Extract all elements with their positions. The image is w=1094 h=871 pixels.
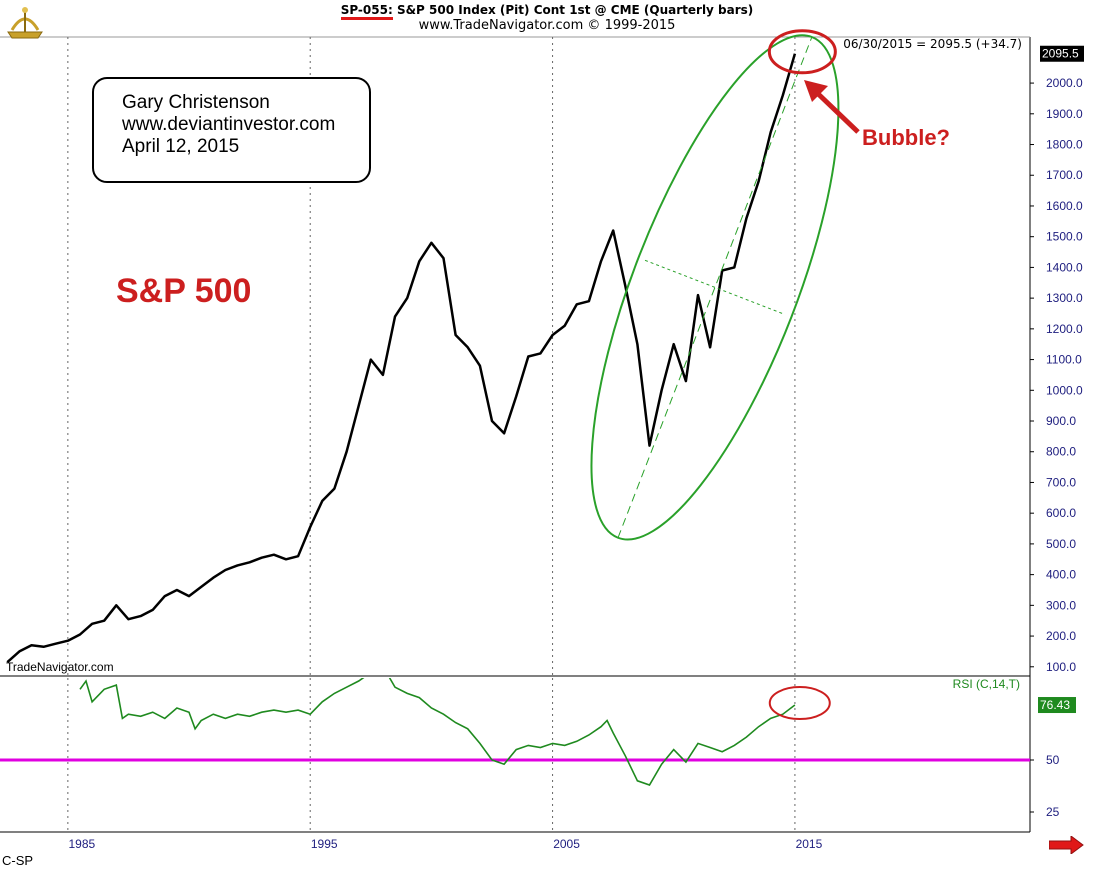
rsi-y-tick-label: 50 — [1046, 753, 1060, 767]
last-price-badge — [1040, 45, 1084, 62]
y-tick-label: 1700.0 — [1046, 168, 1083, 182]
y-tick-label: 300.0 — [1046, 598, 1076, 612]
bubble-arrow-shaft — [810, 86, 860, 134]
y-tick-label: 800.0 — [1046, 445, 1076, 459]
rsi-series-line — [79, 678, 796, 786]
chart-title: S&P 500 — [116, 272, 251, 310]
instrument-title: S&P 500 Index (Pit) Cont 1st @ CME (Quar… — [396, 3, 754, 17]
y-tick-label: 2000.0 — [1046, 76, 1083, 90]
chart-header-title: SP-055: S&P 500 Index (Pit) Cont 1st @ C… — [0, 3, 1094, 20]
last-bar-readout: 06/30/2015 = 2095.5 (+34.7) — [843, 37, 1022, 51]
y-tick-label: 500.0 — [1046, 537, 1076, 551]
rsi-last-label: 76.43 — [1040, 698, 1070, 712]
x-tick-label: 1985 — [69, 837, 96, 851]
price-series-line — [6, 53, 797, 664]
y-tick-label: 1500.0 — [1046, 230, 1083, 244]
y-tick-label: 1000.0 — [1046, 383, 1083, 397]
y-tick-label: 1600.0 — [1046, 199, 1083, 213]
last-price-label: 2095.5 — [1042, 47, 1079, 61]
sextant-logo-icon — [7, 7, 43, 39]
copyright-line: www.TradeNavigator.com © 1999-2015 — [418, 18, 676, 33]
y-tick-label: 900.0 — [1046, 414, 1076, 428]
bubble-annotation-label: Bubble? — [862, 125, 950, 150]
y-tick-label: 200.0 — [1046, 629, 1076, 643]
y-tick-label: 400.0 — [1046, 568, 1076, 582]
y-tick-label: 1800.0 — [1046, 138, 1083, 152]
y-tick-label: 1100.0 — [1046, 353, 1082, 367]
x-tick-label: 1995 — [311, 837, 338, 851]
rsi-highlight-circle — [768, 686, 831, 721]
watermark-text: TradeNavigator.com — [6, 660, 114, 674]
y-tick-label: 1200.0 — [1046, 322, 1083, 336]
y-tick-label: 100.0 — [1046, 660, 1076, 674]
y-tick-label: 1900.0 — [1046, 107, 1083, 121]
annotation-box — [92, 77, 371, 183]
ellipse-major-axis — [617, 36, 813, 538]
bubble-arrow-head — [804, 80, 828, 102]
y-tick-label: 1300.0 — [1046, 291, 1083, 305]
annotation-box-line: Gary Christenson — [122, 92, 270, 113]
bubble-highlight-circle — [767, 29, 837, 75]
rsi-y-tick-label: 25 — [1046, 805, 1060, 819]
rsi-series-label: RSI (C,14,T) — [953, 677, 1020, 691]
y-tick-label: 600.0 — [1046, 506, 1076, 520]
x-tick-label: 2015 — [796, 837, 823, 851]
x-tick-label: 2005 — [553, 837, 580, 851]
y-tick-label: 1400.0 — [1046, 260, 1083, 274]
y-tick-label: 700.0 — [1046, 475, 1076, 489]
scroll-right-arrow-icon[interactable] — [1049, 836, 1085, 854]
status-symbol: C-SP — [2, 853, 34, 868]
rsi-last-badge — [1038, 697, 1076, 714]
ellipse-minor-axis — [644, 259, 786, 315]
annotation-box-line: April 12, 2015 — [122, 136, 239, 157]
annotation-box-line: www.deviantinvestor.com — [121, 114, 335, 135]
symbol-code: SP-055: — [340, 3, 393, 20]
